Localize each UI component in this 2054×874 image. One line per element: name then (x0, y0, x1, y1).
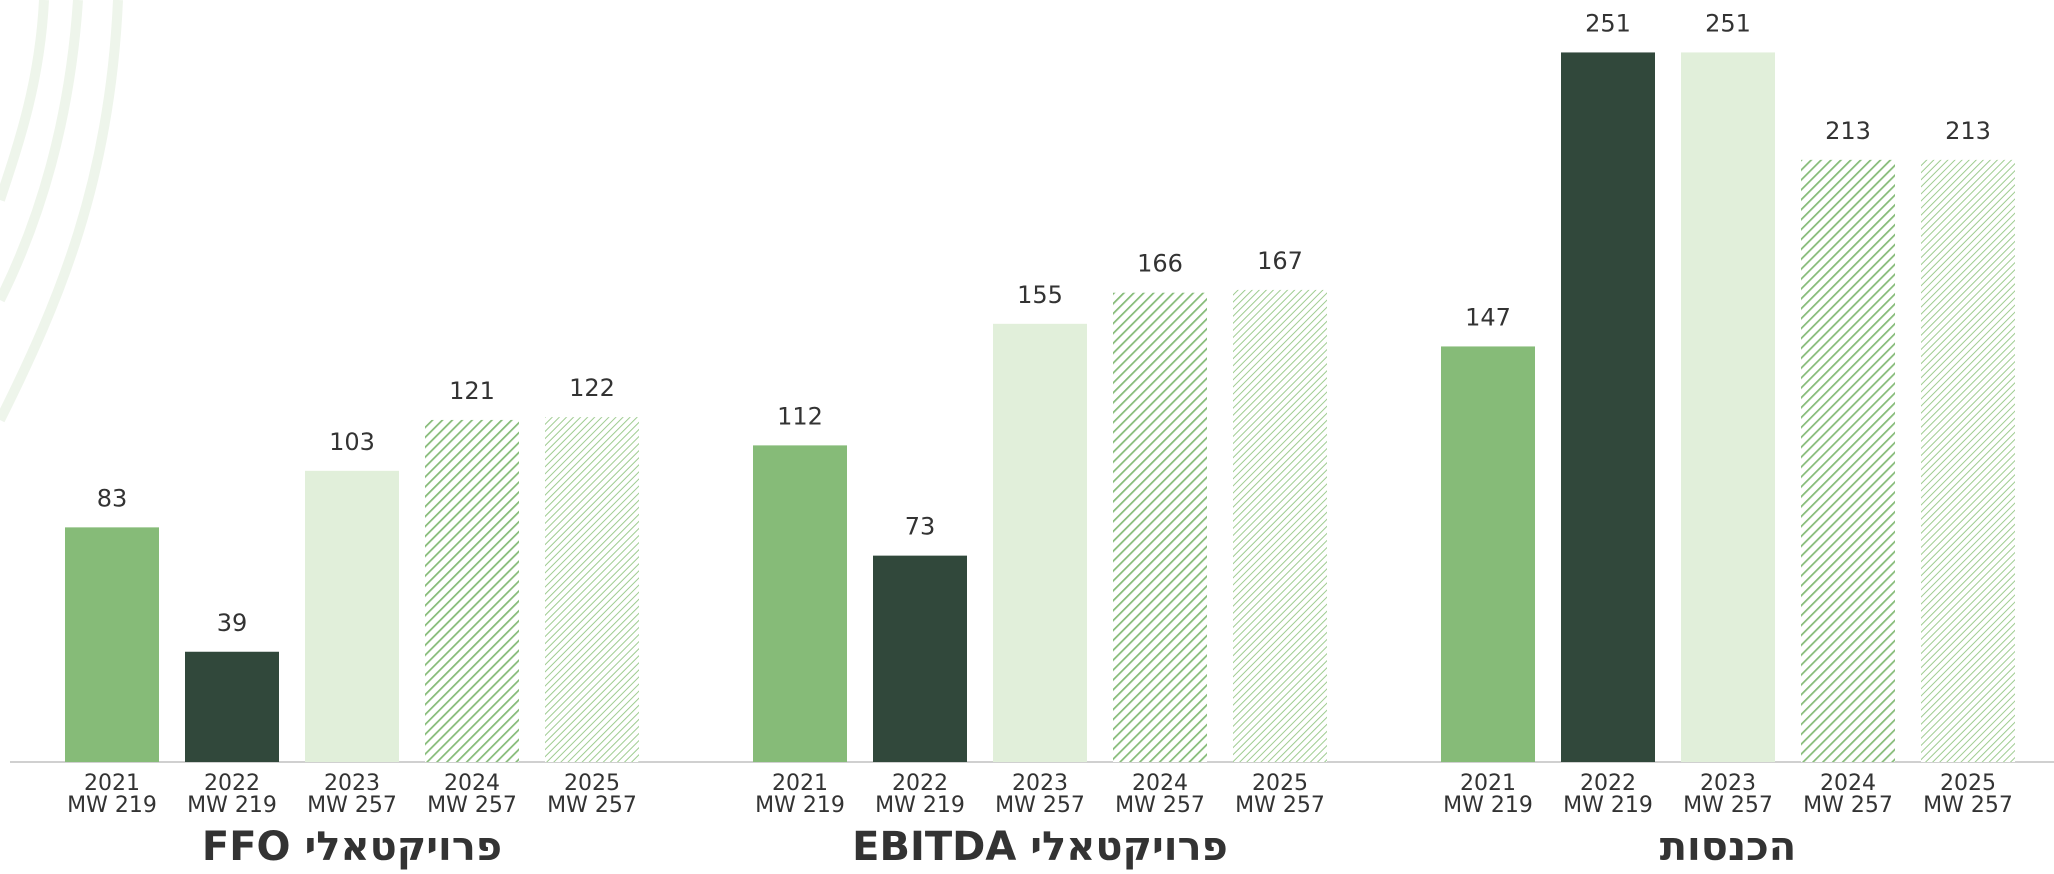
x-tick-label: MW 219 (1443, 793, 1533, 818)
x-tick-label: 2021 (84, 771, 140, 796)
x-tick-label: MW 257 (995, 793, 1085, 818)
x-tick-label: MW 219 (67, 793, 157, 818)
x-tick-label: 2021 (1460, 771, 1516, 796)
x-tick-label: 2022 (892, 771, 948, 796)
value-label: 213 (1825, 117, 1871, 145)
value-label: 73 (905, 513, 936, 541)
x-tick-label: MW 257 (427, 793, 517, 818)
bar (1801, 159, 1895, 763)
value-label: 147 (1465, 303, 1511, 331)
x-tick-label: MW 257 (1115, 793, 1205, 818)
bar (545, 417, 639, 762)
x-tick-label: MW 219 (187, 793, 277, 818)
bar (1561, 52, 1655, 762)
bar (873, 555, 967, 762)
chart-title: הכנסות (1660, 824, 1797, 870)
x-tick-label: 2023 (1700, 771, 1756, 796)
bar (305, 470, 399, 762)
chart-title: פרויקטאלי FFO (202, 824, 502, 870)
chart-title: פרויקטאלי EBITDA (852, 824, 1228, 870)
x-tick-label: MW 219 (875, 793, 965, 818)
x-tick-label: 2023 (1012, 771, 1068, 796)
value-label: 167 (1257, 247, 1303, 275)
value-label: 83 (97, 484, 128, 512)
bar (1113, 292, 1207, 762)
value-label: 251 (1585, 9, 1631, 37)
value-label: 166 (1137, 250, 1183, 278)
value-label: 213 (1945, 117, 1991, 145)
bar (185, 651, 279, 762)
bar (1681, 52, 1775, 762)
bar (753, 445, 847, 762)
bar (65, 527, 159, 762)
bar (1441, 346, 1535, 762)
value-label: 121 (449, 377, 495, 405)
x-tick-label: MW 257 (547, 793, 637, 818)
x-tick-label: 2022 (1580, 771, 1636, 796)
value-label: 112 (777, 402, 823, 430)
x-tick-label: 2024 (1132, 771, 1188, 796)
bar (425, 419, 519, 762)
x-tick-label: 2025 (564, 771, 620, 796)
x-tick-label: MW 257 (1803, 793, 1893, 818)
x-tick-label: 2021 (772, 771, 828, 796)
value-label: 251 (1705, 9, 1751, 37)
value-label: 122 (569, 374, 615, 402)
bar (993, 323, 1087, 762)
x-tick-label: 2024 (444, 771, 500, 796)
x-tick-label: MW 257 (1683, 793, 1773, 818)
bar (1921, 159, 2015, 763)
x-tick-label: 2025 (1940, 771, 1996, 796)
x-tick-label: MW 219 (755, 793, 845, 818)
decoration (0, 0, 123, 423)
x-tick-label: 2022 (204, 771, 260, 796)
x-tick-label: MW 219 (1563, 793, 1653, 818)
x-tick-label: 2025 (1252, 771, 1308, 796)
value-label: 103 (329, 428, 375, 456)
x-tick-label: MW 257 (1235, 793, 1325, 818)
bar (1233, 289, 1327, 762)
x-tick-label: MW 257 (1923, 793, 2013, 818)
x-tick-label: MW 257 (307, 793, 397, 818)
value-label: 39 (217, 609, 248, 637)
x-tick-label: 2023 (324, 771, 380, 796)
value-label: 155 (1017, 281, 1063, 309)
x-tick-label: 2024 (1820, 771, 1876, 796)
